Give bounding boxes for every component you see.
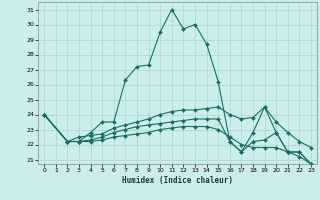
X-axis label: Humidex (Indice chaleur): Humidex (Indice chaleur) xyxy=(122,176,233,185)
